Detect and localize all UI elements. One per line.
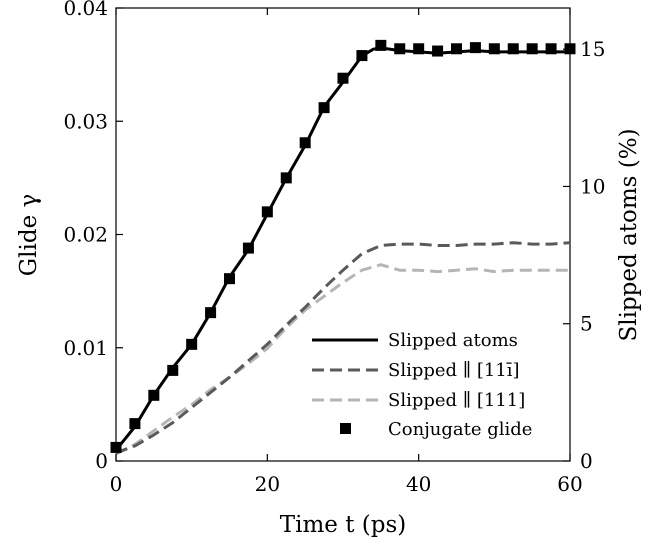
x-axis-title: Time t (ps) bbox=[280, 512, 406, 538]
data-point-conjugate-glide bbox=[394, 43, 406, 55]
legend-label-slipped-11-1bar: Slipped ∥ [11ī] bbox=[388, 360, 520, 381]
data-point-conjugate-glide bbox=[110, 441, 122, 453]
data-point-conjugate-glide bbox=[432, 45, 444, 57]
x-tick-label: 0 bbox=[110, 472, 123, 496]
y-tick-label-right: 5 bbox=[580, 312, 593, 336]
data-point-conjugate-glide bbox=[224, 273, 235, 285]
data-point-conjugate-glide bbox=[507, 43, 519, 55]
data-point-conjugate-glide bbox=[545, 43, 557, 55]
legend-label-slipped-atoms: Slipped atoms bbox=[388, 330, 518, 351]
y-tick-label-left: 0.02 bbox=[63, 223, 108, 247]
data-point-conjugate-glide bbox=[205, 307, 217, 319]
data-point-conjugate-glide bbox=[413, 43, 425, 55]
series-layer bbox=[110, 39, 576, 456]
legend-entry-slipped-atoms: Slipped atoms bbox=[312, 330, 518, 351]
y-axis-title-left: Glide γ bbox=[16, 194, 42, 276]
data-point-conjugate-glide bbox=[299, 137, 311, 149]
data-point-conjugate-glide bbox=[356, 50, 368, 62]
data-point-conjugate-glide bbox=[129, 418, 141, 430]
series-line-slipped-111 bbox=[115, 263, 570, 456]
data-point-conjugate-glide bbox=[242, 242, 254, 254]
legend-marker-conjugate-glide bbox=[340, 423, 351, 434]
y-tick-label-left: 0.03 bbox=[63, 109, 108, 133]
data-point-conjugate-glide bbox=[337, 72, 349, 84]
data-point-conjugate-glide bbox=[469, 42, 481, 54]
y-tick-label-right: 0 bbox=[580, 449, 593, 473]
data-point-conjugate-glide bbox=[526, 43, 538, 55]
y-tick-label-left: 0.01 bbox=[63, 336, 108, 360]
legend-entry-slipped-111: Slipped ∥ [111] bbox=[312, 390, 525, 411]
data-point-conjugate-glide bbox=[261, 206, 273, 218]
data-point-conjugate-glide bbox=[148, 389, 160, 401]
y-axis-title-right: Slipped atoms (%) bbox=[616, 128, 642, 341]
series-line-slipped-11-1bar bbox=[115, 241, 571, 455]
x-tick-label: 40 bbox=[406, 472, 431, 496]
y-tick-label-right: 10 bbox=[580, 174, 605, 198]
data-point-conjugate-glide bbox=[186, 338, 198, 350]
x-tick-label: 20 bbox=[255, 472, 280, 496]
legend-entry-conjugate-glide: Conjugate glide bbox=[340, 419, 532, 440]
series-conjugate-glide bbox=[110, 39, 576, 453]
legend-label-conjugate-glide: Conjugate glide bbox=[388, 419, 532, 440]
data-point-conjugate-glide bbox=[375, 39, 387, 51]
y-tick-label-right: 15 bbox=[580, 37, 605, 61]
data-point-conjugate-glide bbox=[167, 364, 179, 376]
legend: Slipped atoms Slipped ∥ [11ī] Slipped ∥ … bbox=[306, 326, 564, 444]
data-point-conjugate-glide bbox=[280, 172, 292, 184]
data-point-conjugate-glide bbox=[488, 43, 500, 55]
data-point-conjugate-glide bbox=[451, 43, 462, 55]
x-tick-label: 60 bbox=[557, 472, 582, 496]
data-point-conjugate-glide bbox=[318, 102, 330, 114]
y-tick-label-left: 0 bbox=[95, 449, 108, 473]
legend-entry-slipped-11-1bar: Slipped ∥ [11ī] bbox=[312, 360, 520, 381]
legend-label-slipped-111: Slipped ∥ [111] bbox=[388, 390, 525, 411]
y-tick-label-left: 0.04 bbox=[63, 0, 108, 20]
